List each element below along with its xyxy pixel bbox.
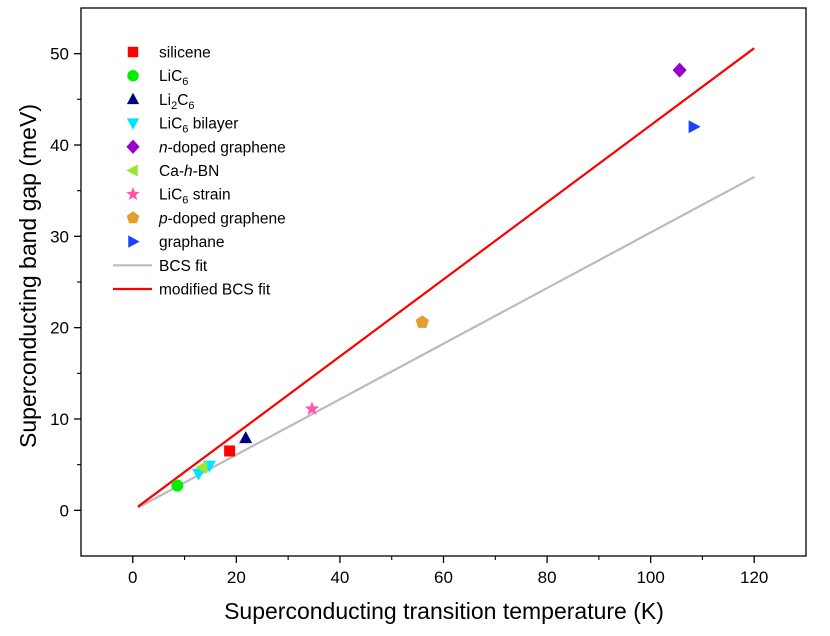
y-tick-label: 30 [50,227,69,246]
legend-marker [126,139,140,154]
y-axis-label: Superconducting band gap (meV) [15,104,41,448]
y-tick-label: 50 [50,45,69,64]
y-tick-label: 0 [60,501,69,520]
axes: 0 20 40 60 80 100 120 0 10 20 30 40 50 [50,7,807,587]
legend-label: LiC6 strain [159,187,231,207]
data-point [239,431,253,444]
legend-marker [126,92,140,105]
data-point [304,401,320,416]
y-tick-label: 20 [50,319,69,338]
data-point [171,479,184,492]
x-tick-label: 60 [434,568,453,587]
legend-label: modified BCS fit [159,282,271,299]
legend-marker [128,235,140,248]
x-axis-label: Superconducting transition temperature (… [224,598,664,624]
x-tick-label: 80 [538,568,557,587]
legend-label: Ca-h-BN [159,163,219,180]
data-point [672,62,687,78]
legend-marker [126,211,140,224]
legend-marker [126,164,138,177]
fit-line [137,175,755,509]
data-point [415,315,429,328]
legend-label: graphane [159,234,225,251]
legend-label: n-doped graphene [159,139,286,156]
legend-label: Li2C6 [159,92,195,112]
legend-label: p-doped graphene [158,210,286,227]
y-tick-label: 40 [50,136,69,155]
data-point [688,120,701,134]
x-tick-label: 20 [227,568,246,587]
legend: silicene LiC6 Li2C6 LiC6 bilayer n-doped gra… [113,45,286,299]
data-points [171,62,701,492]
legend-marker [127,46,139,58]
x-tick-label: 40 [330,568,349,587]
legend-label: LiC6 bilayer [159,116,238,136]
legend-label: LiC6 [159,68,188,88]
x-tick-label: 100 [636,568,664,587]
legend-marker [126,187,140,200]
legend-label: silicene [159,45,211,62]
y-tick-label: 10 [50,410,69,429]
x-tick-label: 120 [740,568,768,587]
data-point [195,460,208,474]
fit-lines [137,47,755,509]
fit-line [137,47,755,508]
data-point [224,445,236,457]
legend-label: BCS fit [159,258,208,275]
data-point [192,468,206,481]
legend-marker [127,70,139,82]
x-tick-label: 0 [128,568,137,587]
legend-marker [126,118,140,130]
